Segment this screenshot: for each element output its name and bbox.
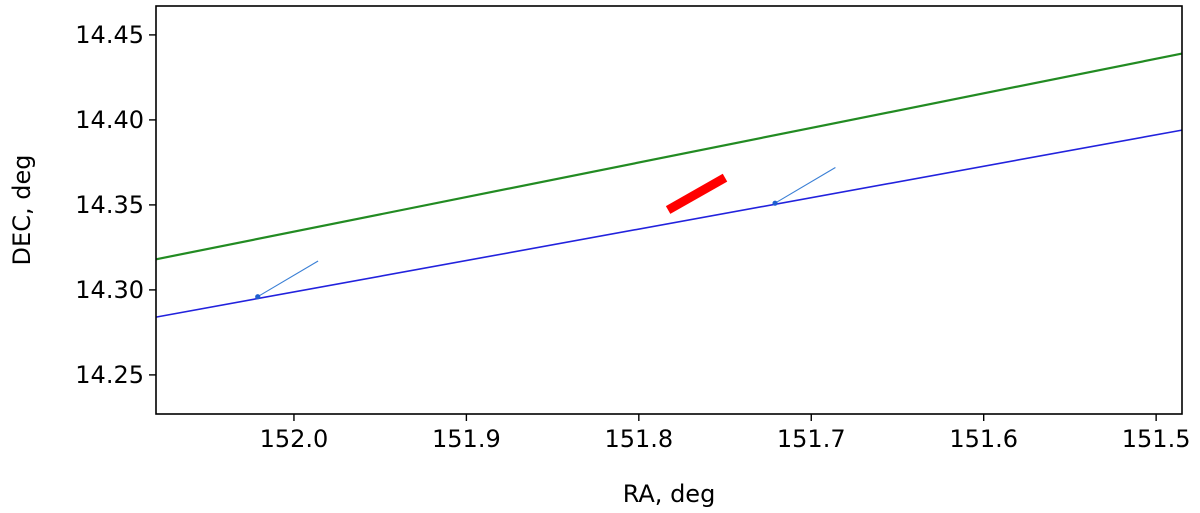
y-tick-label: 14.40 <box>75 106 144 134</box>
data-point-0 <box>255 294 261 300</box>
y-axis-ticks: 14.25 14.30 14.35 14.40 14.45 <box>75 21 156 389</box>
series-line-4 <box>774 167 836 204</box>
series-line-3 <box>257 260 319 298</box>
series-line-1 <box>155 129 1183 318</box>
plot-frame <box>155 5 1183 415</box>
series-line-2 <box>665 173 728 214</box>
x-tick-label: 151.5 <box>1122 425 1191 453</box>
data-point-1 <box>772 200 778 206</box>
x-tick-label: 151.7 <box>777 425 846 453</box>
y-tick-label: 14.25 <box>75 361 144 389</box>
y-axis-label: DEC, deg <box>8 155 36 266</box>
y-tick-label: 14.45 <box>75 21 144 49</box>
plot-marks <box>155 52 1183 318</box>
y-tick-label: 14.35 <box>75 191 144 219</box>
x-tick-label: 152.0 <box>260 425 329 453</box>
x-tick-label: 151.6 <box>949 425 1018 453</box>
x-axis-ticks: 152.0 151.9 151.8 151.7 151.6 151.5 <box>260 414 1191 453</box>
series-line-0 <box>155 52 1183 261</box>
x-axis-label: RA, deg <box>623 480 716 508</box>
x-tick-label: 151.9 <box>432 425 501 453</box>
x-tick-label: 151.8 <box>604 425 673 453</box>
y-tick-label: 14.30 <box>75 276 144 304</box>
